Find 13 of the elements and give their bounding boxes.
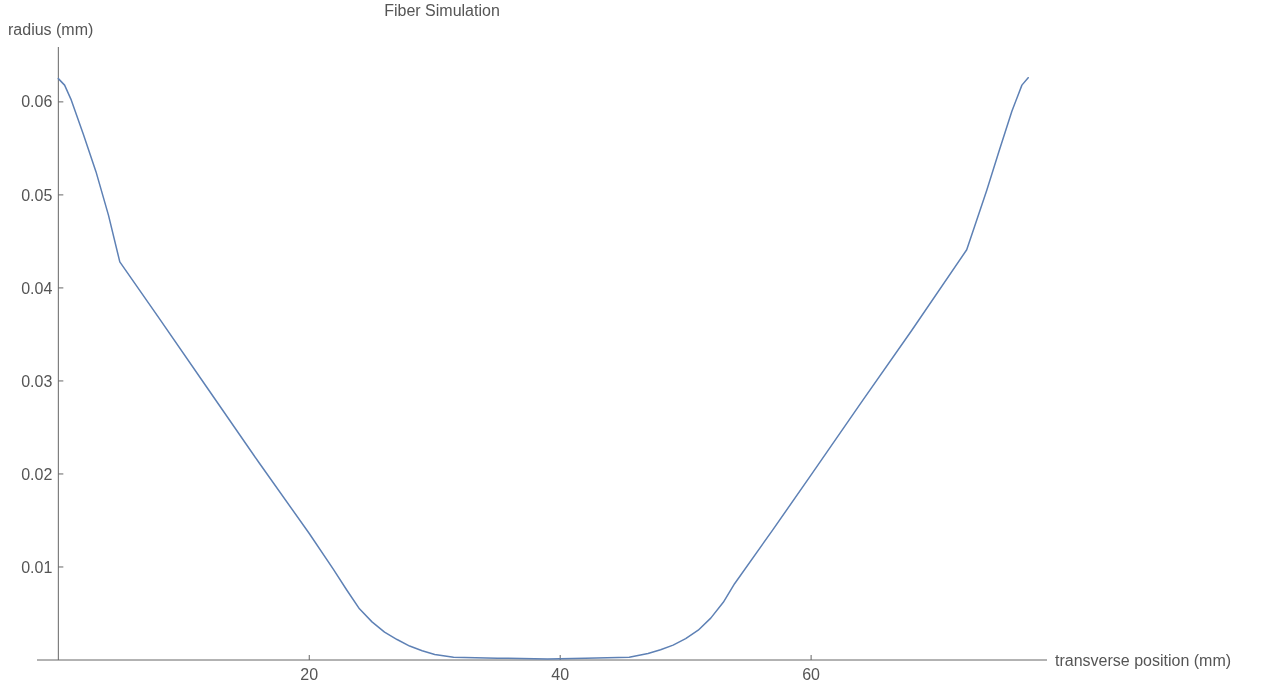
y-tick-label: 0.05 bbox=[21, 186, 53, 204]
x-tick-label: 40 bbox=[551, 666, 570, 683]
y-tick-label: 0.03 bbox=[21, 372, 53, 390]
y-tick-label: 0.01 bbox=[21, 558, 53, 576]
y-tick-label: 0.06 bbox=[21, 93, 53, 111]
y-tick-label: 0.04 bbox=[21, 279, 53, 297]
y-tick-label: 0.02 bbox=[21, 465, 53, 483]
y-axis-title: radius (mm) bbox=[8, 21, 94, 38]
line-series bbox=[57, 76, 1029, 660]
x-axis-title: transverse position (mm) bbox=[1055, 651, 1232, 669]
x-tick-label: 20 bbox=[300, 666, 319, 683]
chart-title: Fiber Simulation bbox=[384, 2, 500, 19]
x-tick-label: 60 bbox=[802, 666, 821, 683]
